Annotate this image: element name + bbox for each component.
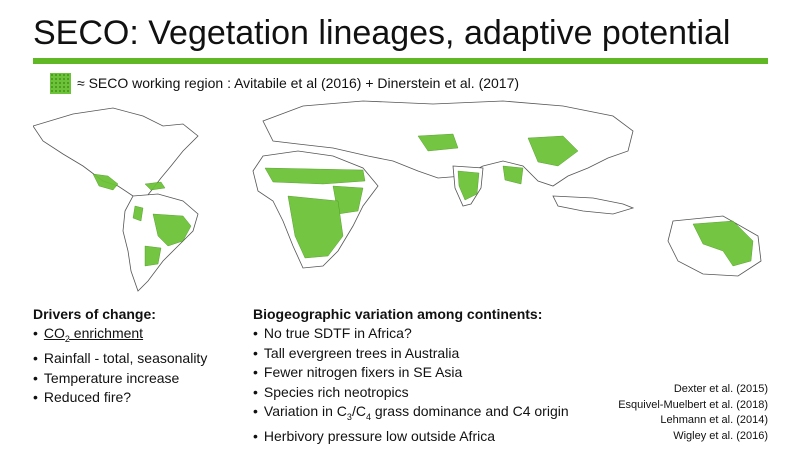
se-asia-islands xyxy=(552,195,635,215)
title-underline xyxy=(33,58,768,64)
variation-section: Biogeographic variation among continents… xyxy=(253,306,569,447)
seco-region-andes xyxy=(132,205,144,222)
reference-item: Esquivel-Muelbert et al. (2018) xyxy=(618,398,768,411)
variation-item: Fewer nitrogen fixers in SE Asia xyxy=(253,363,569,383)
variation-item: Herbivory pressure low outside Africa xyxy=(253,427,569,447)
variation-item: Species rich neotropics xyxy=(253,383,569,403)
seco-region-india xyxy=(457,170,480,201)
seco-region-chaco xyxy=(144,245,162,267)
driver-item: Reduced fire? xyxy=(33,388,207,408)
seco-region-southern-africa xyxy=(287,195,344,259)
map-legend: ≈ SECO working region : Avitabile et al … xyxy=(50,71,519,95)
seco-region-indochina xyxy=(527,135,579,167)
seco-region-middle-east xyxy=(417,133,459,152)
drivers-list: CO2 enrichment Rainfall - total, seasona… xyxy=(33,324,207,408)
references: Dexter et al. (2015) Esquivel-Muelbert e… xyxy=(618,382,768,444)
driver-item: Rainfall - total, seasonality xyxy=(33,349,207,369)
variation-list: No true SDTF in Africa? Tall evergreen t… xyxy=(253,324,569,447)
reference-item: Lehmann et al. (2014) xyxy=(660,414,768,426)
reference-item: Wigley et al. (2016) xyxy=(673,429,768,442)
driver-item-co2: CO2 enrichment xyxy=(33,324,207,349)
drivers-section: Drivers of change: CO2 enrichment Rainfa… xyxy=(33,306,207,408)
variation-item: Tall evergreen trees in Australia xyxy=(253,344,569,364)
slide-title: SECO: Vegetation lineages, adaptive pote… xyxy=(33,14,731,52)
seco-region-caribbean xyxy=(144,181,166,191)
seco-region-australia xyxy=(692,220,754,267)
legend-text: ≈ SECO working region : Avitabile et al … xyxy=(77,75,520,91)
seco-region-brazil xyxy=(152,213,192,247)
legend-swatch xyxy=(50,72,71,94)
seco-region-mexico xyxy=(92,173,119,191)
seco-region-sahel xyxy=(264,167,366,185)
variation-heading: Biogeographic variation among continents… xyxy=(253,306,543,322)
seco-region-myanmar xyxy=(502,165,524,185)
south-america-landmass xyxy=(122,193,199,292)
variation-item: No true SDTF in Africa? xyxy=(253,324,569,344)
variation-item-grass: Variation in C3/C4 grass dominance and C… xyxy=(253,402,569,427)
drivers-heading: Drivers of change: xyxy=(33,306,156,322)
north-america-landmass xyxy=(33,107,199,202)
reference-item: Dexter et al. (2015) xyxy=(673,383,768,395)
world-map xyxy=(33,100,762,292)
driver-item: Temperature increase xyxy=(33,369,207,389)
